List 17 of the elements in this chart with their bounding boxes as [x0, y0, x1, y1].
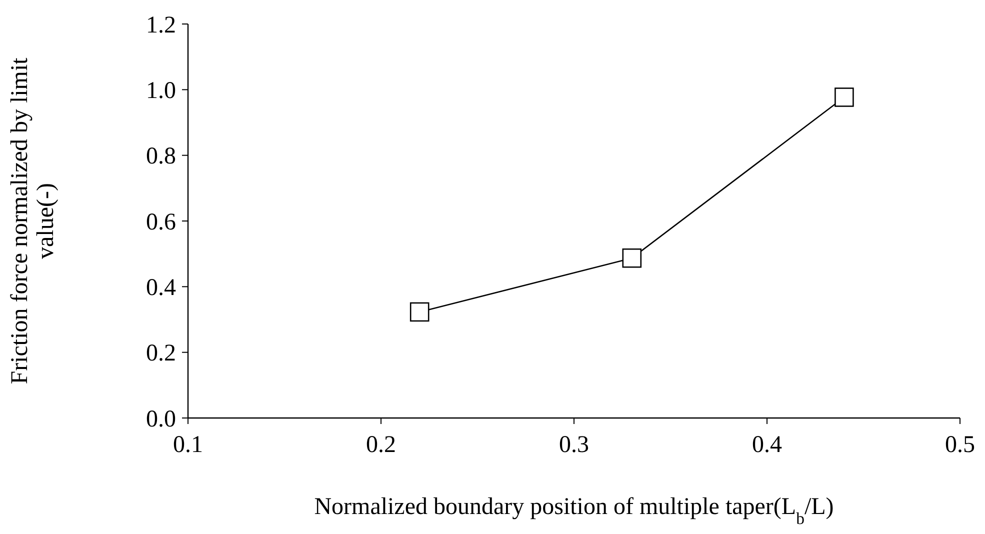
- x-axis-title: Normalized boundary position of multiple taper(L$_{b}$/L): [314, 494, 834, 528]
- y-tick-label: 1.0: [146, 78, 176, 104]
- y-tick-label: 0.2: [146, 340, 176, 367]
- y-tick-label: 0.0: [146, 406, 176, 432]
- x-tick-label: 0.5: [945, 432, 975, 458]
- y-axis-title: Friction force normalized by limit value(-): [6, 57, 60, 384]
- point: [410, 302, 430, 322]
- x-tick-label: 0.3: [559, 432, 589, 458]
- point: [622, 248, 642, 268]
- y-tick-label: 1.2: [146, 12, 176, 38]
- y-tick-label: 0.8: [146, 144, 176, 170]
- y-tick-label: 0.4: [146, 275, 176, 302]
- y-tick-label: 0.6: [146, 209, 176, 236]
- point: [834, 88, 854, 107]
- x-tick-label: 0.4: [752, 432, 782, 458]
- x-tick-label: 0.1: [173, 432, 203, 458]
- x-tick-label: 0.2: [366, 432, 396, 458]
